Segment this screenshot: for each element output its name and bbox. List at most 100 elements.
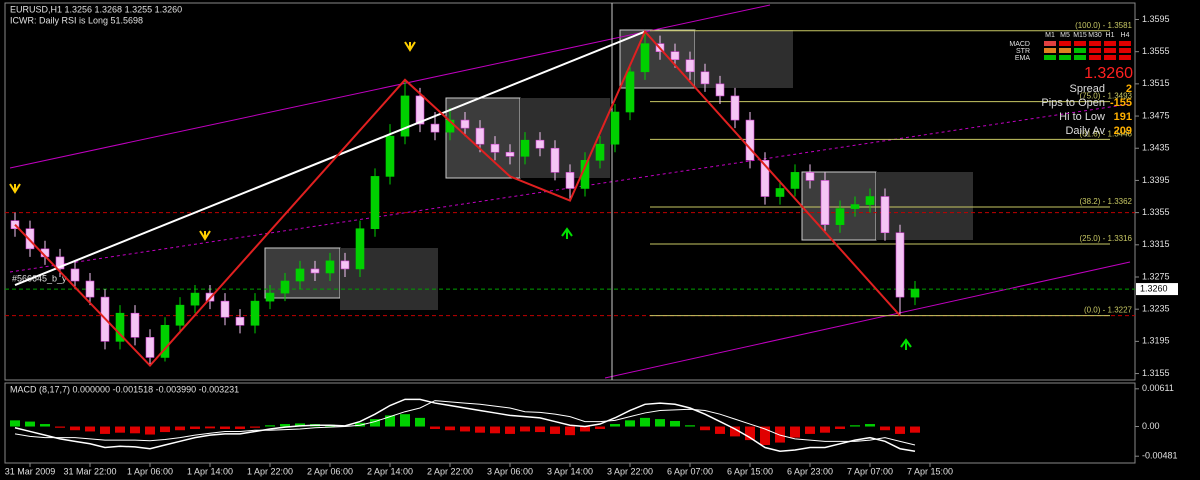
- signal-cell: [1044, 41, 1056, 46]
- candle-body: [670, 51, 680, 61]
- macd-bar: [160, 426, 170, 433]
- y-tick-label: 1.3435: [1142, 143, 1170, 153]
- macd-bar: [280, 424, 290, 427]
- macd-bar: [520, 426, 530, 432]
- x-tick-label: 7 Apr 15:00: [907, 466, 953, 476]
- candle-body: [55, 256, 65, 270]
- candle-body: [115, 312, 125, 342]
- macd-bar: [670, 420, 680, 427]
- candle-body: [325, 260, 335, 274]
- stat-label: Pips to Open: [1041, 97, 1105, 109]
- arrow-icon: [900, 338, 912, 350]
- arrow-icon: [199, 230, 211, 241]
- macd-bar: [250, 426, 260, 428]
- annotation: #566645_b_y: [12, 273, 67, 283]
- candle-body: [295, 268, 305, 282]
- macd-bar: [205, 426, 215, 429]
- candle-body: [835, 208, 845, 225]
- y-tick-label: 1.3315: [1142, 239, 1170, 249]
- macd-line: [14, 398, 916, 452]
- candle-body: [190, 292, 200, 306]
- current-price-label: 1.3260: [1140, 283, 1168, 293]
- macd-bar: [550, 426, 560, 434]
- candle-body: [70, 268, 80, 282]
- x-tick-label: 31 Mar 2009: [5, 466, 56, 476]
- y-tick-label: 1.3595: [1142, 14, 1170, 24]
- fib-label: (38.2) - 1.3362: [1080, 197, 1133, 206]
- macd-bar: [265, 425, 275, 427]
- signal-cell: [1119, 41, 1131, 46]
- y-tick-label: 1.3475: [1142, 110, 1170, 120]
- candle-body: [610, 111, 620, 145]
- signal-cell: [1059, 55, 1071, 60]
- candle-body: [25, 228, 35, 250]
- macd-bar: [640, 417, 650, 427]
- stat-value: 2: [1126, 83, 1132, 95]
- macd-bar: [700, 426, 710, 431]
- stat-value: 191: [1114, 111, 1132, 123]
- signal-cell: [1044, 48, 1056, 53]
- candle-body: [415, 95, 425, 125]
- arrow-icon: [561, 227, 573, 239]
- candle-body: [820, 180, 830, 225]
- macd-bar: [490, 426, 500, 434]
- macd-bar: [910, 426, 920, 433]
- panel-column: H4: [1121, 32, 1130, 39]
- macd-bar: [895, 426, 905, 434]
- x-tick-label: 2 Apr 14:00: [367, 466, 413, 476]
- x-tick-label: 3 Apr 06:00: [487, 466, 533, 476]
- panel-row-label: MACD: [1009, 41, 1030, 48]
- macd-bar: [865, 424, 875, 427]
- zigzag: [14, 29, 901, 367]
- x-tick-label: 1 Apr 06:00: [127, 466, 173, 476]
- y-tick-label: 0.00611: [1142, 383, 1174, 393]
- candle-body: [520, 139, 530, 157]
- candle-body: [430, 123, 440, 133]
- panel-column: M1: [1045, 32, 1055, 39]
- candle-body: [805, 172, 815, 181]
- signal-cell: [1089, 55, 1101, 60]
- stat-label: Hi to Low: [1059, 111, 1105, 123]
- candle-body: [250, 300, 260, 326]
- signal-cell: [1059, 48, 1071, 53]
- candle-body: [745, 119, 755, 161]
- x-tick-label: 2 Apr 22:00: [427, 466, 473, 476]
- macd-bar: [760, 426, 770, 446]
- fib-label: (75.0) - 1.3493: [1080, 92, 1133, 101]
- candle-body: [895, 232, 905, 298]
- chart-title: EURUSD,H1 1.3256 1.3268 1.3255 1.3260: [10, 4, 182, 14]
- signal-cell: [1074, 41, 1086, 46]
- y-tick-label: 1.3195: [1142, 336, 1170, 346]
- candle-body: [550, 147, 560, 173]
- signal-cell: [1104, 41, 1116, 46]
- y-tick-label: 1.3555: [1142, 46, 1170, 56]
- stat-label: Spread: [1070, 83, 1105, 95]
- candle-body: [355, 228, 365, 270]
- macd-bar: [430, 426, 440, 429]
- candle-body: [760, 160, 770, 197]
- macd-bar: [805, 426, 815, 434]
- macd-bar: [130, 426, 140, 434]
- x-tick-label: 3 Apr 14:00: [547, 466, 593, 476]
- x-tick-label: 31 Mar 22:00: [63, 466, 116, 476]
- candle-body: [685, 59, 695, 73]
- macd-bar: [715, 426, 725, 434]
- arrow-icon: [9, 183, 21, 194]
- signal-cell: [1059, 41, 1071, 46]
- signal-cell: [1089, 48, 1101, 53]
- y-tick-label: 1.3355: [1142, 207, 1170, 217]
- chart-subtitle: ICWR: Daily RSI is Long 51.5698: [10, 15, 143, 25]
- x-tick-label: 6 Apr 07:00: [667, 466, 713, 476]
- macd-bar: [190, 426, 200, 429]
- y-tick-label: 1.3515: [1142, 78, 1170, 88]
- x-tick-label: 6 Apr 15:00: [727, 466, 773, 476]
- signal-cell: [1089, 41, 1101, 46]
- macd-bar: [685, 425, 695, 427]
- candle-body: [790, 172, 800, 189]
- trendline: [14, 30, 646, 286]
- candle-body: [235, 316, 245, 326]
- panel-column: M30: [1088, 32, 1102, 39]
- y-tick-label: 0.00: [1142, 421, 1160, 431]
